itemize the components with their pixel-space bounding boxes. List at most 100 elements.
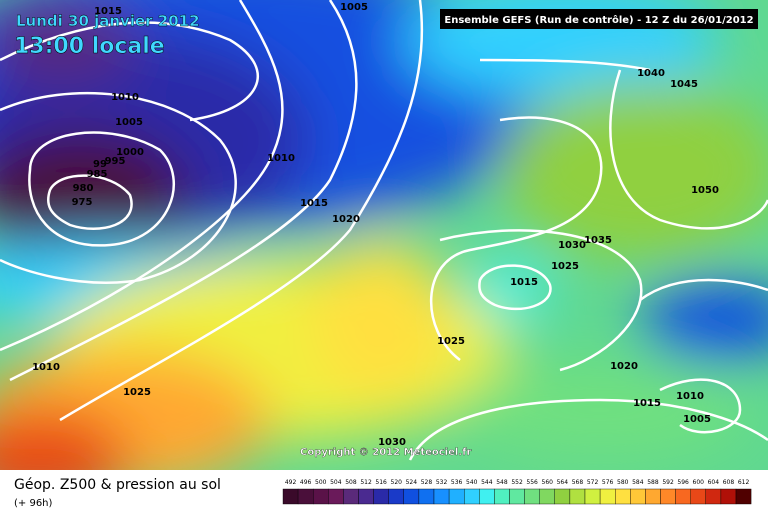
isobar-label: 985 <box>87 169 108 180</box>
colorbar-swatch <box>509 488 525 505</box>
isobar-label: 1005 <box>340 2 368 13</box>
colorbar-swatch <box>373 488 389 505</box>
colorbar-label: 604 <box>708 479 720 486</box>
isobar-label: 1040 <box>637 68 665 79</box>
colorbar-label: 528 <box>421 479 433 486</box>
colorbar-label: 500 <box>315 479 327 486</box>
colorbar-label: 532 <box>436 479 448 486</box>
colorbar: 492 496 500 504 508 512 516 520 524 528 532 536 540 5… <box>282 479 752 505</box>
top-banner: Ensemble GEFS (Run de contrôle) - 12 Z d… <box>440 9 758 29</box>
colorbar-label: 540 <box>466 479 478 486</box>
isobar-label: 1015 <box>510 277 538 288</box>
colorbar-label: 548 <box>496 479 508 486</box>
isobar-label: 1005 <box>115 117 143 128</box>
colorbar-label: 496 <box>300 479 312 486</box>
colorbar-swatch <box>720 488 737 505</box>
colorbar-label: 492 <box>285 479 297 486</box>
isobar-label: 1015 <box>633 398 661 409</box>
colorbar-swatch <box>735 488 752 505</box>
colorbar-swatch <box>358 488 374 505</box>
colorbar-swatch <box>343 488 359 505</box>
colorbar-label: 592 <box>662 479 674 486</box>
colorbar-label: 596 <box>677 479 689 486</box>
isobar-label: 1010 <box>32 362 60 373</box>
colorbar-swatch <box>569 488 586 505</box>
isobar-label: 1010 <box>111 92 139 103</box>
colorbar-swatch <box>615 488 631 505</box>
colorbar-label: 508 <box>345 479 357 486</box>
isobar-label: 1025 <box>437 336 465 347</box>
colorbar-label: 516 <box>375 479 387 486</box>
colorbar-swatch <box>388 488 405 505</box>
isobar-label: 1030 <box>378 437 406 448</box>
colorbar-swatch <box>524 488 540 505</box>
colorbar-swatch <box>645 488 661 505</box>
colorbar-swatch <box>313 488 329 505</box>
colorbar-label: 556 <box>526 479 538 486</box>
isobar-label: 995 <box>105 156 126 167</box>
isobar-label: 1020 <box>332 214 360 225</box>
colorbar-swatch <box>282 488 299 505</box>
colorbar-label: 520 <box>391 479 403 486</box>
colorbar-swatch <box>554 488 571 505</box>
colorbar-label: 588 <box>647 479 659 486</box>
isobar-label: 1045 <box>670 79 698 90</box>
isobar-label: 1050 <box>691 185 719 196</box>
date: Lundi 30 janvier 2012 <box>16 12 200 30</box>
colorbar-swatch <box>433 488 450 505</box>
colorbar-swatch <box>705 488 722 505</box>
isobar-label: 1015 <box>300 198 328 209</box>
colorbar-swatch <box>690 488 707 505</box>
isobar-label: 1025 <box>551 261 579 272</box>
time: 13:00 locale <box>14 34 165 59</box>
colorbar-swatch <box>479 488 495 505</box>
colorbar-label: 512 <box>360 479 372 486</box>
isobar-label: 980 <box>73 183 94 194</box>
colorbar-label: 536 <box>451 479 463 486</box>
colorbar-label: 580 <box>617 479 629 486</box>
colorbar-label: 560 <box>542 479 554 486</box>
colorbar-label: 552 <box>511 479 523 486</box>
isobar-label: 1020 <box>610 361 638 372</box>
colorbar-swatch <box>464 488 480 505</box>
isobar-label: 1005 <box>683 414 711 425</box>
colorbar-swatch <box>297 488 314 505</box>
colorbar-swatch <box>403 488 420 505</box>
isobar-label: 1035 <box>584 235 612 246</box>
legend-title: Géop. Z500 & pression au sol <box>14 477 221 493</box>
colorbar-swatch <box>418 488 435 505</box>
run-info: Ensemble GEFS (Run de contrôle) - 12 Z d… <box>444 14 753 26</box>
isobar-label: 1015 <box>94 6 122 17</box>
isobar-label: 975 <box>72 197 93 208</box>
colorbar-swatch <box>584 488 601 505</box>
colorbar-label: 608 <box>723 479 735 486</box>
colorbar-label: 576 <box>602 479 614 486</box>
colorbar-swatch <box>494 488 510 505</box>
colorbar-swatch <box>539 488 556 505</box>
isobar-label: 1010 <box>676 391 704 402</box>
colorbar-label: 544 <box>481 479 493 486</box>
colorbar-swatch <box>660 488 676 505</box>
colorbar-swatch <box>675 488 691 505</box>
colorbar-label: 504 <box>330 479 342 486</box>
colorbar-label: 564 <box>557 479 569 486</box>
isobar-label: 1025 <box>123 387 151 398</box>
isobar-label: 1030 <box>558 240 586 251</box>
isobar-label: 1000 <box>116 147 144 158</box>
colorbar-label: 568 <box>572 479 584 486</box>
colorbar-label: 584 <box>632 479 644 486</box>
colorbar-label: 524 <box>406 479 418 486</box>
colorbar-label: 600 <box>693 479 705 486</box>
copyright: Copyright © 2012 Meteociel.fr <box>300 447 471 458</box>
colorbar-label: 612 <box>738 479 750 486</box>
legend-subtitle: (+ 96h) <box>14 498 53 509</box>
colorbar-label: 572 <box>587 479 599 486</box>
isobar-label: 99 <box>93 159 107 170</box>
colorbar-swatch <box>630 488 646 505</box>
colorbar-swatch <box>448 488 465 505</box>
colorbar-swatch <box>328 488 344 505</box>
isobar-label: 1010 <box>267 153 295 164</box>
colorbar-swatch <box>599 488 616 505</box>
